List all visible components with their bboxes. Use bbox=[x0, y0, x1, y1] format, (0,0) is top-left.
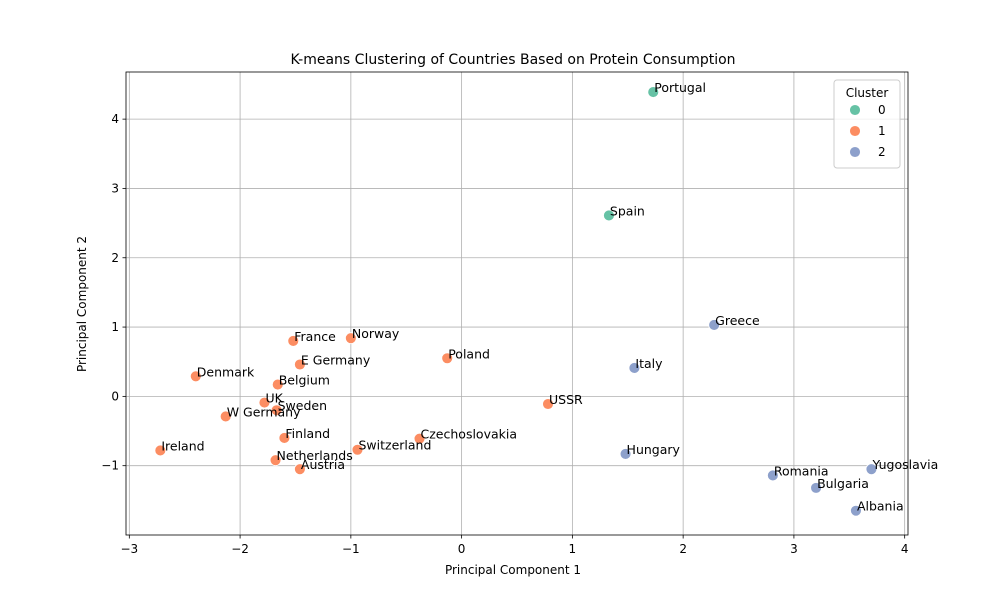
axis-ticks: −3 −2 −1 0 1 2 3 4 −1 0 1 2 3 4 bbox=[101, 112, 908, 556]
data-point bbox=[766, 469, 779, 482]
point-label: Sweden bbox=[278, 398, 327, 413]
point-label: UK bbox=[265, 391, 283, 406]
data-point bbox=[287, 334, 300, 347]
legend-marker bbox=[849, 104, 861, 116]
y-tick-label: 3 bbox=[111, 181, 119, 195]
point-label: France bbox=[294, 329, 336, 344]
x-axis-label: Principal Component 1 bbox=[445, 563, 581, 577]
data-point bbox=[269, 454, 282, 467]
point-label: Albania bbox=[857, 499, 904, 514]
x-tick-label: 1 bbox=[569, 542, 577, 556]
y-tick-label: −1 bbox=[101, 459, 119, 473]
legend-marker bbox=[849, 146, 861, 158]
data-point bbox=[278, 432, 291, 444]
legend-marker bbox=[849, 125, 861, 137]
point-label: Finland bbox=[285, 426, 330, 441]
y-tick-label: 0 bbox=[111, 389, 119, 403]
data-point bbox=[270, 404, 283, 417]
plot-frame bbox=[125, 71, 909, 536]
data-point bbox=[258, 396, 271, 409]
legend-label: 1 bbox=[878, 124, 886, 138]
data-point bbox=[351, 443, 364, 456]
point-label: USSR bbox=[549, 392, 583, 407]
x-tick-label: −3 bbox=[120, 542, 138, 556]
y-tick-label: 2 bbox=[111, 251, 119, 265]
x-tick-label: −2 bbox=[231, 542, 249, 556]
point-label: Italy bbox=[635, 356, 663, 371]
x-tick-label: −1 bbox=[342, 542, 360, 556]
data-point bbox=[293, 463, 306, 476]
data-point bbox=[441, 352, 454, 365]
data-point bbox=[154, 444, 167, 457]
legend-entries: 0 1 2 bbox=[849, 103, 886, 159]
x-tick-label: 2 bbox=[679, 542, 687, 556]
point-label: Austria bbox=[301, 457, 345, 472]
legend: Cluster 0 1 2 bbox=[833, 79, 901, 169]
legend-title: Cluster bbox=[846, 86, 889, 100]
data-point bbox=[542, 398, 554, 410]
y-tick-label: 4 bbox=[111, 112, 119, 126]
point-labels: Portugal Spain Greece Italy Hungary Yugoslavi… bbox=[161, 80, 938, 514]
data-point bbox=[413, 432, 426, 445]
point-label: Netherlands bbox=[277, 448, 353, 463]
point-label: Spain bbox=[610, 203, 645, 218]
point-label: Czechoslovakia bbox=[421, 427, 517, 442]
point-label: Yugoslavia bbox=[871, 457, 938, 472]
point-label: Bulgaria bbox=[817, 476, 869, 491]
point-label: Belgium bbox=[279, 373, 330, 388]
data-point bbox=[810, 481, 823, 494]
data-point bbox=[602, 209, 615, 222]
data-point bbox=[344, 332, 357, 345]
point-label: Norway bbox=[352, 326, 400, 341]
point-label: Romania bbox=[774, 463, 829, 478]
point-label: Poland bbox=[448, 346, 490, 361]
data-point bbox=[293, 358, 306, 371]
y-axis-label: Principal Component 2 bbox=[75, 236, 89, 372]
x-tick-label: 0 bbox=[458, 542, 466, 556]
data-points bbox=[154, 86, 878, 517]
point-label: Portugal bbox=[654, 80, 706, 95]
x-tick-label: 4 bbox=[901, 542, 909, 556]
data-point bbox=[628, 362, 641, 374]
data-point bbox=[619, 447, 632, 460]
data-point bbox=[865, 463, 878, 476]
grid bbox=[126, 72, 908, 535]
point-label: Switzerland bbox=[358, 438, 431, 453]
data-point bbox=[219, 410, 232, 423]
y-tick-label: 1 bbox=[111, 320, 119, 334]
point-label: Hungary bbox=[627, 442, 681, 457]
data-point bbox=[708, 319, 721, 331]
data-point bbox=[271, 378, 284, 391]
data-point bbox=[849, 504, 862, 517]
legend-label: 2 bbox=[878, 145, 886, 159]
data-point bbox=[647, 86, 660, 99]
x-tick-label: 3 bbox=[790, 542, 798, 556]
point-label: Denmark bbox=[197, 364, 255, 379]
legend-label: 0 bbox=[878, 103, 886, 117]
point-label: W Germany bbox=[227, 404, 301, 419]
chart-title: K-means Clustering of Countries Based on… bbox=[290, 52, 735, 68]
legend-box bbox=[833, 79, 901, 169]
data-point bbox=[189, 370, 202, 383]
point-label: Greece bbox=[715, 313, 760, 328]
point-label: Ireland bbox=[161, 438, 204, 453]
point-label: E Germany bbox=[301, 352, 371, 367]
